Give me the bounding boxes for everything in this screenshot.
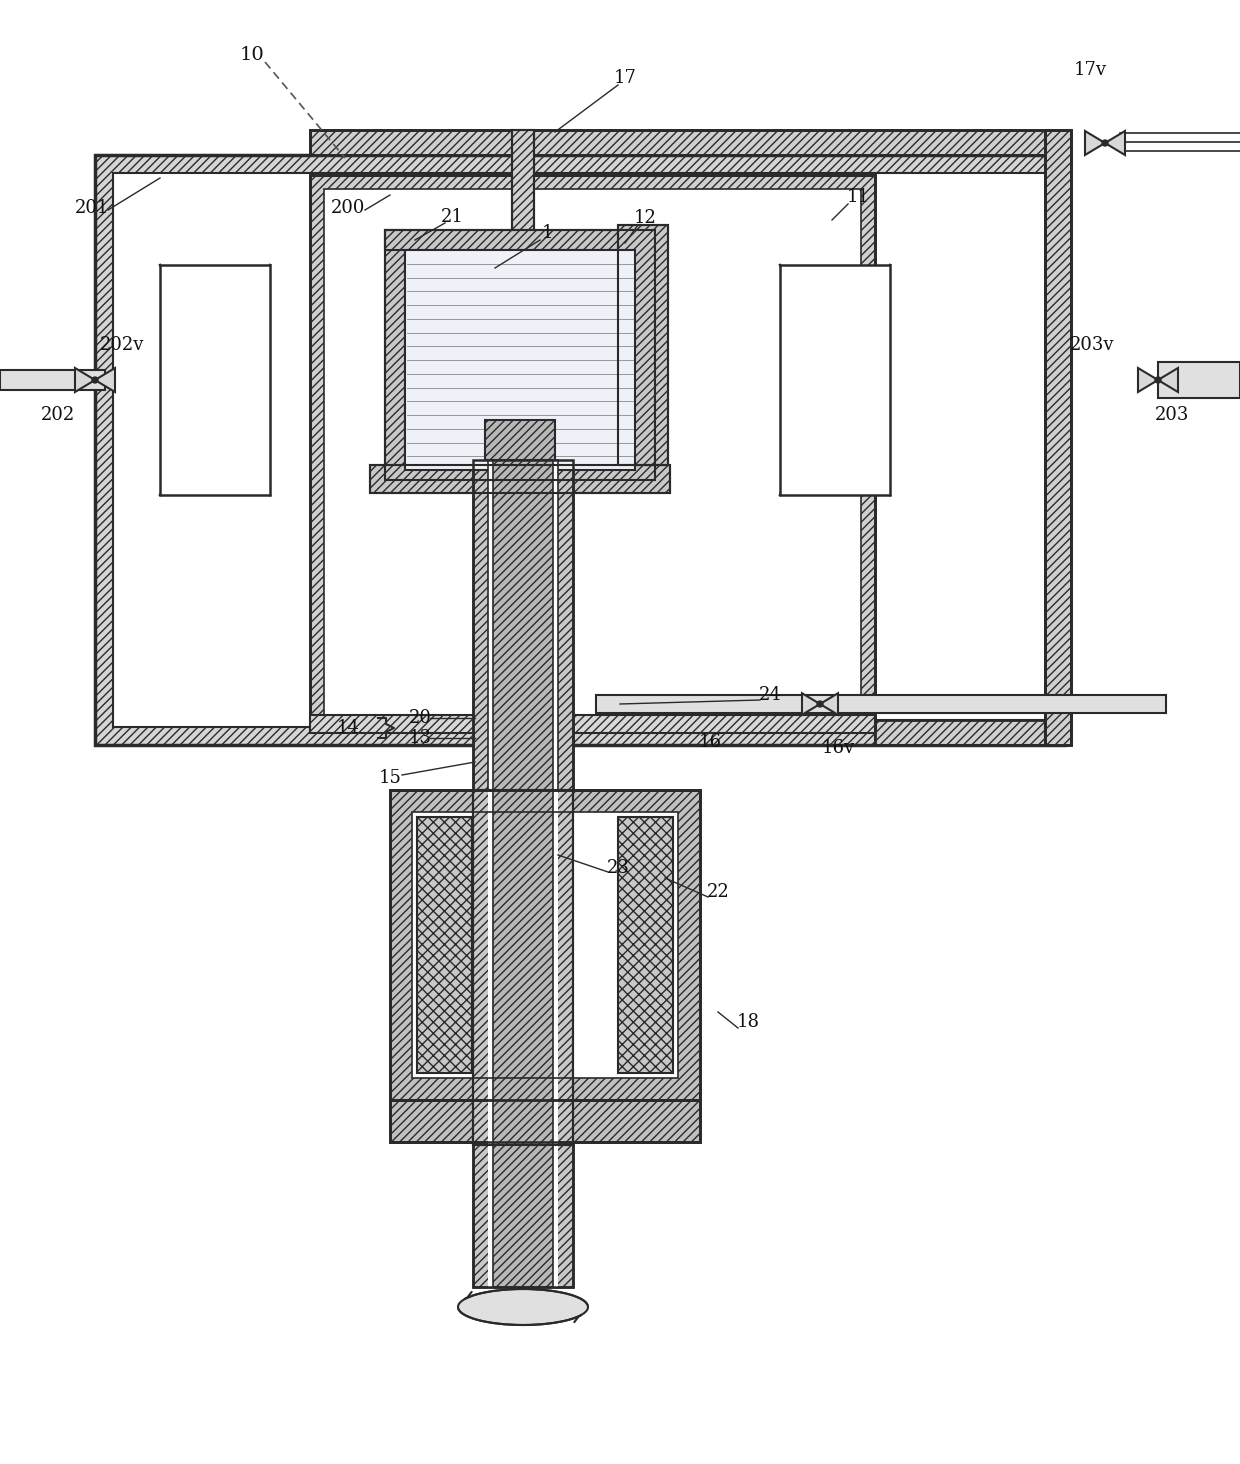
Text: 203v: 203v (1070, 337, 1115, 354)
Text: 17v: 17v (1074, 61, 1106, 79)
Bar (113, 173, 1047, 728)
Bar (472, 1142, 573, 1287)
Polygon shape (1138, 367, 1158, 392)
Circle shape (1102, 141, 1109, 146)
Text: 200: 200 (331, 199, 366, 217)
Bar (472, 791, 573, 1145)
Bar (324, 189, 861, 716)
Text: 14: 14 (336, 719, 360, 736)
Bar (113, 173, 1047, 728)
Text: 23: 23 (606, 859, 630, 877)
Text: 17: 17 (614, 69, 636, 86)
Bar (412, 813, 678, 1078)
Bar (618, 817, 673, 1073)
Bar (391, 1099, 701, 1142)
Bar (635, 230, 655, 480)
Bar (324, 189, 861, 716)
Bar (494, 1142, 553, 1287)
Bar (384, 230, 655, 250)
Polygon shape (802, 692, 820, 714)
Text: 1: 1 (542, 224, 554, 242)
Bar (370, 466, 670, 493)
Text: 11: 11 (847, 187, 869, 206)
Bar (618, 225, 668, 466)
Bar (310, 176, 875, 731)
Bar (95, 155, 1065, 745)
Circle shape (817, 701, 823, 707)
Text: 15: 15 (378, 769, 402, 788)
Circle shape (1154, 378, 1161, 384)
Bar (0, 370, 105, 389)
Bar (472, 791, 573, 1145)
Text: 20: 20 (408, 709, 432, 728)
Text: 13: 13 (408, 729, 432, 747)
Text: 16v: 16v (821, 739, 854, 757)
Bar (412, 813, 678, 1078)
Text: 22: 22 (707, 883, 729, 900)
Bar (489, 460, 558, 791)
Bar (391, 791, 701, 1099)
Bar (417, 817, 472, 1073)
Bar (1045, 130, 1071, 745)
Text: 203: 203 (1154, 406, 1189, 425)
Bar (391, 1099, 701, 1142)
Bar (310, 176, 875, 731)
Bar (95, 155, 1065, 745)
Text: 18: 18 (737, 1013, 759, 1031)
Bar (384, 230, 405, 480)
Bar (472, 460, 573, 791)
Bar (596, 695, 1166, 713)
Polygon shape (820, 692, 838, 714)
Text: 10: 10 (239, 45, 264, 64)
Text: 21: 21 (440, 208, 464, 225)
Bar (512, 130, 534, 240)
Text: 202: 202 (41, 406, 76, 425)
Polygon shape (1105, 130, 1125, 155)
Bar (495, 817, 551, 1073)
Text: 24: 24 (759, 687, 781, 704)
Bar (472, 460, 573, 791)
Text: 16: 16 (698, 733, 722, 751)
Bar (494, 460, 553, 791)
Bar (618, 225, 668, 466)
Bar (370, 466, 670, 493)
Bar (310, 130, 1045, 155)
Bar (485, 420, 556, 460)
Bar (160, 265, 270, 495)
Polygon shape (74, 367, 95, 392)
Bar (405, 250, 635, 470)
Ellipse shape (458, 1288, 588, 1325)
Polygon shape (1158, 367, 1178, 392)
Bar (391, 791, 701, 1099)
Text: 201: 201 (74, 199, 109, 217)
Bar (489, 791, 558, 1145)
Bar (875, 720, 1045, 745)
Bar (310, 130, 1045, 155)
Text: 202v: 202v (99, 337, 144, 354)
Bar (494, 791, 553, 1145)
Bar (780, 265, 890, 495)
Bar (875, 720, 1045, 745)
Polygon shape (1085, 130, 1105, 155)
Bar (512, 130, 534, 240)
Bar (489, 1142, 558, 1287)
Bar (1045, 130, 1071, 745)
Bar (472, 1142, 573, 1287)
Text: 12: 12 (634, 209, 656, 227)
Bar (1158, 362, 1240, 398)
Polygon shape (95, 367, 115, 392)
Bar (384, 230, 655, 480)
Bar (310, 714, 875, 733)
Circle shape (92, 378, 98, 384)
